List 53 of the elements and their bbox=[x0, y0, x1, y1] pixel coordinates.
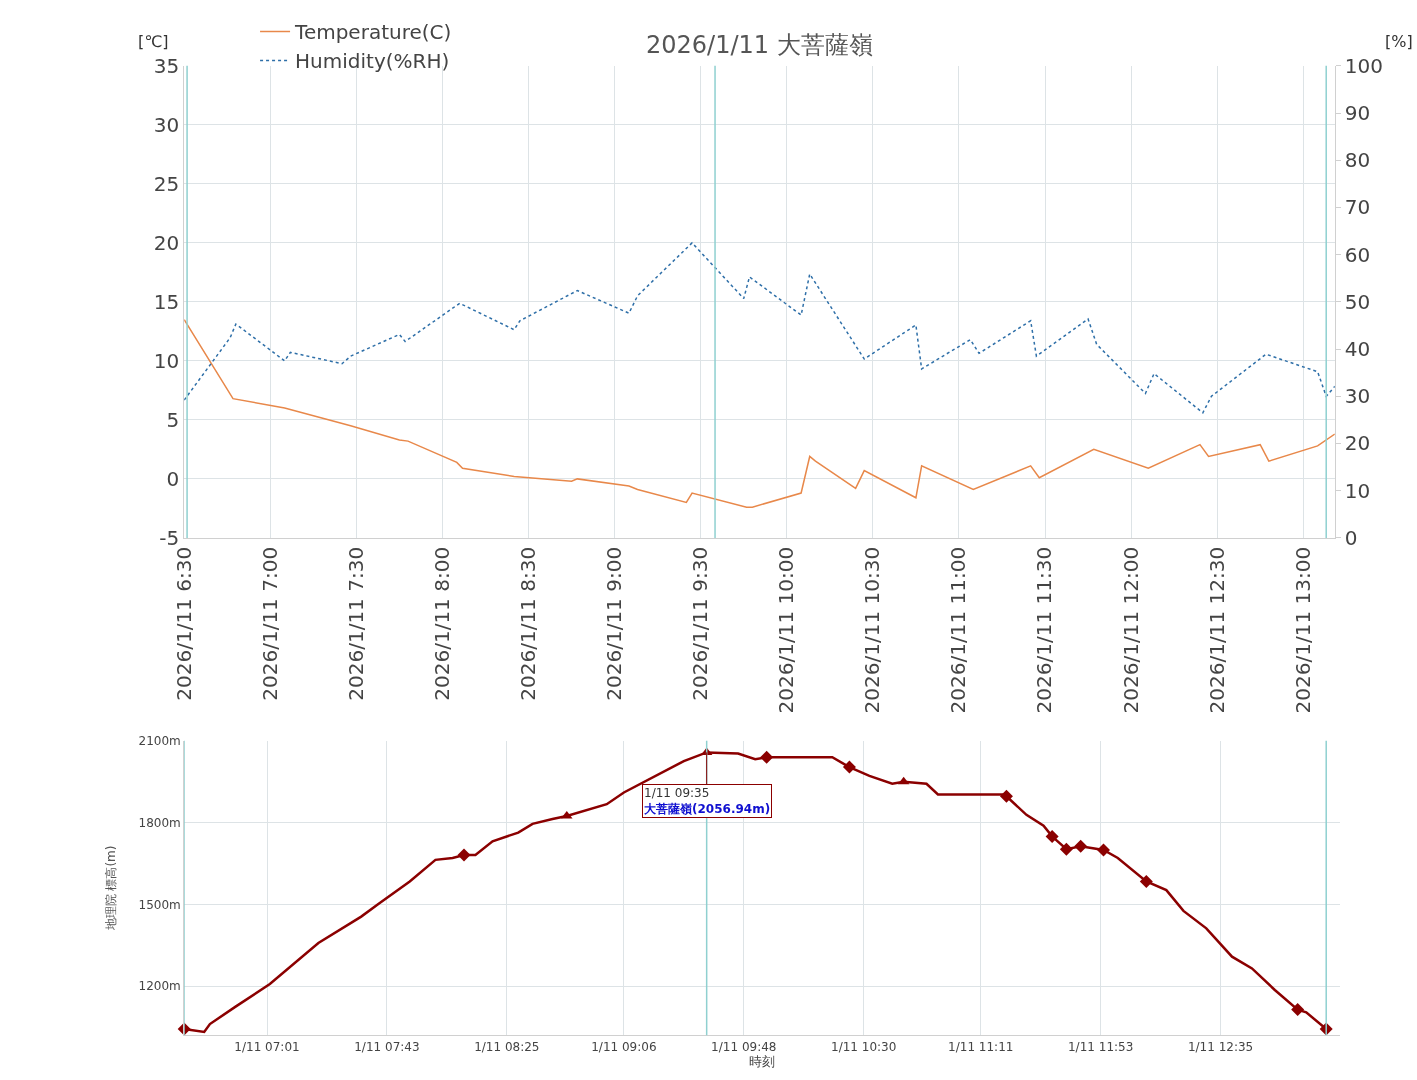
x-tick-label: 2026/1/11 8:00 bbox=[429, 546, 454, 701]
y-tick-label: 25 bbox=[153, 171, 180, 196]
y-axis-title: 地理院 標高(m) bbox=[103, 845, 118, 932]
y-tick-label: 35 bbox=[153, 53, 180, 78]
y-tick-label: 5 bbox=[166, 407, 180, 432]
x-tick-label: 1/11 08:25 bbox=[474, 1039, 540, 1054]
y2-tick-label: 70 bbox=[1344, 195, 1371, 220]
y2-tick-label: 60 bbox=[1344, 242, 1371, 267]
x-tick-label: 1/11 09:06 bbox=[591, 1039, 657, 1054]
y2-tick-label: 0 bbox=[1344, 525, 1358, 550]
y2-tick-label: 100 bbox=[1344, 53, 1383, 78]
x-tick-label: 1/11 11:53 bbox=[1067, 1039, 1134, 1054]
y-tick-label: 20 bbox=[153, 230, 180, 255]
y2-axis-title: [%] bbox=[1385, 32, 1413, 51]
x-tick-label: 1/11 11:11 bbox=[948, 1039, 1014, 1054]
x-tick-label: 2026/1/11 12:30 bbox=[1204, 546, 1229, 714]
chart-title: 2026/1/11 大菩薩嶺 bbox=[646, 31, 873, 59]
y-tick-label: 1500m bbox=[138, 897, 181, 912]
x-tick-label: 2026/1/11 10:30 bbox=[860, 546, 885, 714]
y-tick-label: 2100m bbox=[138, 733, 181, 748]
y-tick-label: 1200m bbox=[138, 979, 181, 994]
x-tick-label: 1/11 09:48 bbox=[711, 1039, 777, 1054]
y-tick-label: 1800m bbox=[138, 815, 181, 830]
x-tick-label: 2026/1/11 11:00 bbox=[946, 546, 971, 714]
y-tick-label: 10 bbox=[153, 348, 180, 373]
x-tick-label: 1/11 12:35 bbox=[1187, 1039, 1254, 1054]
y2-tick-label: 90 bbox=[1344, 101, 1371, 126]
x-tick-label: 2026/1/11 12:00 bbox=[1118, 546, 1143, 714]
x-tick-label: 1/11 07:43 bbox=[354, 1039, 420, 1054]
x-tick-label: 2026/1/11 7:00 bbox=[257, 546, 282, 701]
x-tick-label: 1/11 07:01 bbox=[234, 1039, 300, 1054]
y-tick-label: 30 bbox=[153, 112, 180, 137]
x-tick-label: 2026/1/11 13:00 bbox=[1290, 546, 1315, 714]
y2-tick-label: 50 bbox=[1344, 289, 1371, 314]
annotation: 1/11 09:35 大菩薩嶺(2056.94m) bbox=[644, 786, 771, 816]
x-tick-label: 2026/1/11 7:30 bbox=[343, 546, 368, 701]
y2-tick-label: 10 bbox=[1344, 478, 1371, 503]
x-tick-label: 2026/1/11 11:30 bbox=[1032, 546, 1057, 714]
x-tick-label: 2026/1/11 8:30 bbox=[516, 546, 541, 701]
legend-label: Humidity(%RH) bbox=[295, 49, 450, 74]
x-tick-label: 2026/1/11 10:00 bbox=[774, 546, 799, 714]
x-tick-label: 2026/1/11 9:00 bbox=[602, 546, 627, 701]
y2-tick-label: 40 bbox=[1344, 337, 1371, 362]
y2-tick-label: 20 bbox=[1344, 431, 1371, 456]
x-tick-label: 2026/1/11 9:30 bbox=[688, 546, 713, 701]
y2-tick-label: 30 bbox=[1344, 384, 1371, 409]
x-axis-title: 時刻 bbox=[749, 1053, 776, 1069]
legend-label: Temperature(C) bbox=[294, 20, 452, 45]
x-tick-label: 1/11 10:30 bbox=[831, 1039, 897, 1054]
y-tick-label: 0 bbox=[166, 466, 180, 491]
y-tick-label: 15 bbox=[153, 289, 180, 314]
y2-tick-label: 80 bbox=[1344, 148, 1371, 173]
y-axis-title: [℃] bbox=[138, 32, 169, 51]
